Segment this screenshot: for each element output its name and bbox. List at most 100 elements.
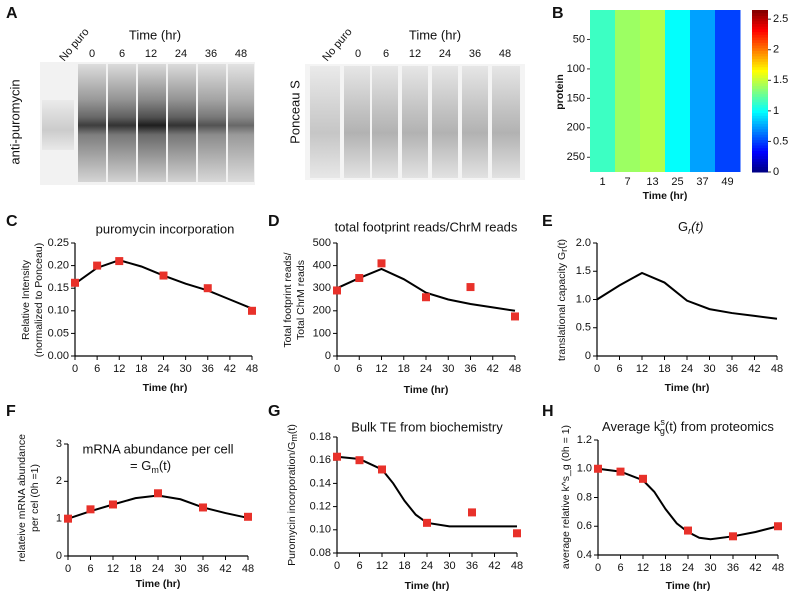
y-tick-label: 250 bbox=[567, 151, 585, 163]
x-tick-label: 36 bbox=[727, 562, 739, 574]
colorbar-step bbox=[752, 109, 768, 114]
x-axis-label: Time (hr) bbox=[405, 580, 450, 592]
chart-title: mRNA abundance per cell bbox=[82, 441, 233, 456]
y-axis-label: Total ChrM reads bbox=[295, 260, 307, 340]
x-tick-label: 30 bbox=[443, 560, 455, 572]
y-tick-label: 0.16 bbox=[310, 454, 331, 466]
data-point bbox=[639, 474, 647, 483]
x-tick-label: 25 bbox=[671, 176, 683, 188]
y-axis-label: Total footprint reads/ bbox=[282, 252, 294, 347]
lane-label: 6 bbox=[383, 48, 389, 60]
y-tick-label: 0.25 bbox=[48, 237, 69, 249]
colorbar-step bbox=[752, 128, 768, 132]
data-point bbox=[423, 518, 431, 527]
x-tick-label: 36 bbox=[466, 560, 478, 572]
x-tick-label: 13 bbox=[646, 176, 658, 188]
x-tick-label: 24 bbox=[421, 560, 433, 572]
colorbar-step bbox=[752, 10, 768, 14]
x-tick-label: 42 bbox=[219, 563, 231, 575]
heatmap-column bbox=[640, 10, 666, 172]
y-tick-label: 1.5 bbox=[576, 265, 591, 277]
colorbar-step bbox=[752, 126, 768, 130]
colorbar-step bbox=[752, 15, 768, 19]
y-tick-label: 0.05 bbox=[48, 327, 69, 339]
x-tick-label: 12 bbox=[636, 363, 648, 375]
x-tick-label: 30 bbox=[174, 563, 186, 575]
y-tick-label: 1.0 bbox=[576, 293, 591, 305]
blot-ylabel: anti-puromycin bbox=[7, 79, 22, 164]
x-tick-label: 36 bbox=[464, 363, 476, 375]
x-tick-label: 48 bbox=[242, 563, 254, 575]
colorbar-tick-label: 0.5 bbox=[773, 135, 788, 147]
x-tick-label: 0 bbox=[334, 560, 340, 572]
x-tick-label: 0 bbox=[65, 563, 71, 575]
data-point bbox=[93, 261, 102, 270]
data-point bbox=[203, 284, 212, 293]
y-axis-label: per cel (0h =1) bbox=[29, 464, 41, 532]
panel-label: B bbox=[552, 5, 564, 22]
data-point bbox=[333, 452, 341, 461]
colorbar-step bbox=[752, 72, 768, 76]
colorbar-step bbox=[752, 169, 768, 173]
time-label: Time (hr) bbox=[129, 27, 181, 42]
x-tick-label: 18 bbox=[398, 363, 410, 375]
chart-title: = Gm(t) bbox=[130, 458, 171, 475]
x-tick-label: 18 bbox=[129, 563, 141, 575]
x-tick-label: 18 bbox=[659, 562, 671, 574]
data-point bbox=[355, 274, 364, 283]
data-point bbox=[468, 508, 476, 517]
x-tick-label: 36 bbox=[726, 363, 738, 375]
y-tick-label: 0 bbox=[585, 350, 591, 362]
lane-label: 12 bbox=[409, 48, 421, 60]
x-tick-label: 30 bbox=[704, 562, 716, 574]
x-tick-label: 12 bbox=[375, 363, 387, 375]
panel-label: F bbox=[6, 403, 16, 420]
x-tick-label: 24 bbox=[152, 563, 164, 575]
x-tick-label: 24 bbox=[157, 363, 169, 375]
x-tick-label: 48 bbox=[511, 560, 523, 572]
x-tick-label: 1 bbox=[599, 176, 605, 188]
y-tick-label: 0.4 bbox=[577, 549, 592, 561]
data-point bbox=[729, 532, 737, 541]
x-tick-label: 18 bbox=[658, 363, 670, 375]
data-point bbox=[466, 283, 475, 292]
colorbar-step bbox=[752, 150, 768, 154]
colorbar-tick-label: 1.5 bbox=[773, 74, 788, 86]
fit-curve bbox=[336, 455, 517, 528]
fit-curve bbox=[336, 267, 516, 312]
control-label: No puro bbox=[320, 26, 354, 64]
colorbar-step bbox=[752, 91, 768, 95]
y-tick-label: 2.0 bbox=[576, 237, 591, 249]
colorbar-tick-label: 0 bbox=[773, 166, 779, 178]
heatmap-column bbox=[690, 10, 716, 172]
fit-curve bbox=[74, 259, 253, 310]
lane-label: 48 bbox=[235, 48, 247, 60]
y-tick-label: 200 bbox=[313, 305, 331, 317]
colorbar-step bbox=[752, 74, 768, 78]
y-tick-label: 100 bbox=[567, 63, 585, 75]
colorbar-step bbox=[752, 142, 768, 146]
colorbar-step bbox=[752, 134, 768, 138]
colorbar-step bbox=[752, 23, 768, 27]
colorbar-step bbox=[752, 107, 768, 111]
data-point bbox=[244, 512, 252, 521]
x-tick-label: 7 bbox=[624, 176, 630, 188]
x-tick-label: 6 bbox=[616, 363, 622, 375]
y-tick-label: 500 bbox=[313, 237, 331, 249]
data-point bbox=[378, 465, 386, 474]
x-axis-label: Time (hr) bbox=[136, 578, 181, 590]
colorbar-step bbox=[752, 93, 768, 97]
heatmap-column bbox=[615, 10, 641, 172]
data-point bbox=[422, 293, 430, 302]
x-axis-label: Time (hr) bbox=[666, 580, 711, 592]
colorbar-step bbox=[752, 85, 768, 89]
colorbar-step bbox=[752, 118, 768, 122]
x-tick-label: 6 bbox=[94, 363, 100, 375]
colorbar-step bbox=[752, 55, 768, 60]
colorbar-step bbox=[752, 80, 768, 84]
data-point bbox=[513, 529, 521, 538]
fit-curve bbox=[67, 494, 249, 520]
y-axis-label: protein bbox=[554, 74, 566, 110]
heatmap-column bbox=[590, 10, 616, 172]
data-point bbox=[115, 257, 124, 266]
